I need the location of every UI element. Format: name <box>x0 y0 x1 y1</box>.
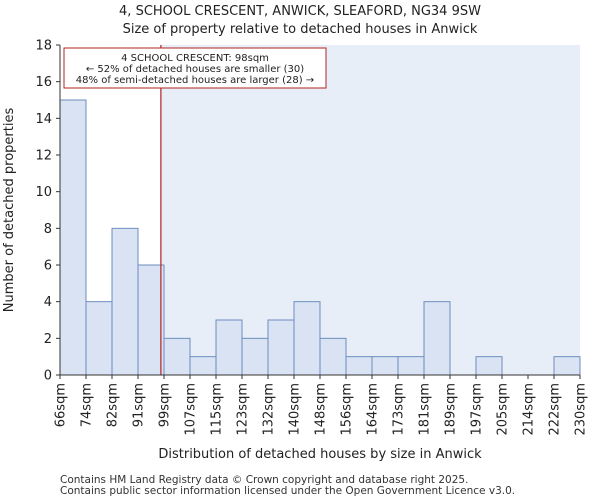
x-tick-label-197sqm: 197sqm <box>470 383 485 436</box>
footer-line-1: Contains HM Land Registry data © Crown c… <box>60 474 468 486</box>
bar-123sqm <box>241 337 269 376</box>
bar-140sqm <box>293 301 321 376</box>
bar-156sqm <box>345 356 373 376</box>
bar-173sqm <box>397 356 425 376</box>
bar-107sqm <box>189 356 217 376</box>
x-tick-label-123sqm: 123sqm <box>236 383 251 436</box>
axes-group: 0 2 4 6 8 10 12 14 16 18 66sqm 74sqm 82sqm 91sqm 99sqm… <box>35 39 588 436</box>
chart-subtitle: Size of property relative to detached ho… <box>123 22 478 37</box>
y-tick-label-18: 18 <box>35 39 52 54</box>
x-tick-label-148sqm: 148sqm <box>314 383 329 436</box>
bar-74sqm <box>85 301 113 376</box>
annotation-line-3: 48% of semi-detached houses are larger (… <box>76 75 314 86</box>
x-tick-label-189sqm: 189sqm <box>444 383 459 436</box>
bar-99sqm <box>163 337 191 376</box>
bar-91sqm <box>137 264 165 376</box>
footer-line-2: Contains public sector information licen… <box>60 485 515 497</box>
y-tick-label-6: 6 <box>44 259 52 274</box>
y-tick-label-2: 2 <box>44 332 52 347</box>
x-tick-label-140sqm: 140sqm <box>288 383 303 436</box>
x-tick-label-222sqm: 222sqm <box>548 383 563 436</box>
bar-222sqm <box>553 356 581 376</box>
y-tick-label-4: 4 <box>44 295 52 310</box>
bar-164sqm <box>371 356 399 376</box>
x-tick-label-132sqm: 132sqm <box>262 383 277 436</box>
annotation-line-1: 4 SCHOOL CRESCENT: 98sqm <box>121 53 269 64</box>
x-tick-label-230sqm: 230sqm <box>574 383 589 436</box>
annotation-box: 4 SCHOOL CRESCENT: 98sqm ← 52% of detach… <box>63 47 327 89</box>
x-tick-label-156sqm: 156sqm <box>340 383 355 436</box>
y-tick-label-12: 12 <box>35 149 52 164</box>
y-tick-label-0: 0 <box>44 369 52 384</box>
x-tick-label-214sqm: 214sqm <box>522 383 537 436</box>
y-tick-label-16: 16 <box>35 75 52 90</box>
bar-82sqm <box>111 227 139 376</box>
bar-197sqm <box>475 356 503 376</box>
x-tick-label-181sqm: 181sqm <box>418 383 433 436</box>
bar-181sqm <box>423 301 451 376</box>
annotation-line-2: ← 52% of detached houses are smaller (30… <box>86 64 304 75</box>
x-tick-label-99sqm: 99sqm <box>158 383 173 427</box>
bars-group <box>59 99 581 376</box>
x-tick-label-91sqm: 91sqm <box>132 383 147 427</box>
x-axis-label: Distribution of detached houses by size … <box>158 447 482 462</box>
x-tick-label-164sqm: 164sqm <box>366 383 381 436</box>
chart-title: 4, SCHOOL CRESCENT, ANWICK, SLEAFORD, NG… <box>119 4 481 19</box>
bar-148sqm <box>319 337 347 376</box>
y-tick-label-10: 10 <box>35 185 52 200</box>
bar-66sqm <box>59 99 87 376</box>
x-tick-label-74sqm: 74sqm <box>80 383 95 427</box>
x-tick-label-173sqm: 173sqm <box>392 383 407 436</box>
bar-115sqm <box>215 319 243 376</box>
y-axis-label: Number of detached properties <box>2 108 17 313</box>
y-tick-label-8: 8 <box>44 222 52 237</box>
y-tick-label-14: 14 <box>35 112 52 127</box>
x-tick-label-115sqm: 115sqm <box>210 383 225 436</box>
x-tick-label-205sqm: 205sqm <box>496 383 511 436</box>
bar-132sqm <box>267 319 295 376</box>
annotation-box-border <box>63 47 327 89</box>
x-tick-label-66sqm: 66sqm <box>54 383 69 427</box>
x-tick-label-82sqm: 82sqm <box>106 383 121 427</box>
x-tick-label-107sqm: 107sqm <box>184 383 199 436</box>
